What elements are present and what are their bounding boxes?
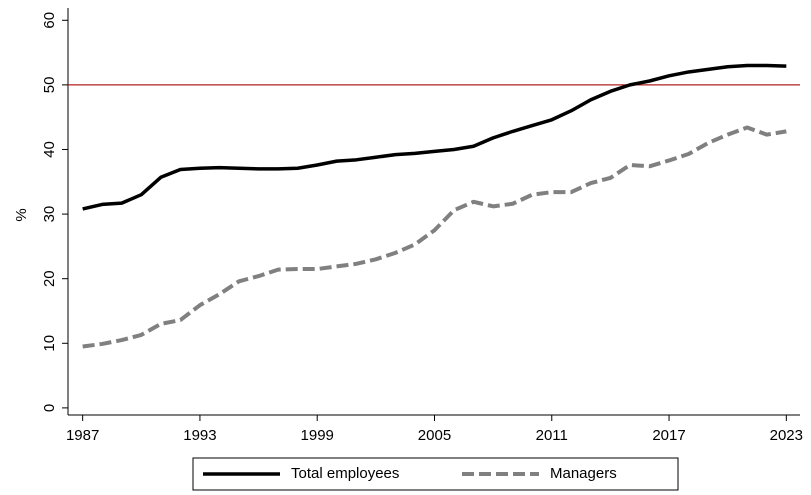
y-tick-label: 60 (41, 12, 58, 29)
y-axis-label: % (13, 208, 30, 221)
legend-label: Total employees (291, 465, 399, 482)
x-tick-label: 2005 (418, 427, 451, 444)
y-tick-label: 0 (41, 404, 58, 412)
x-tick-label: 2023 (770, 427, 803, 444)
x-tick-label: 1999 (301, 427, 334, 444)
x-tick-label: 1993 (183, 427, 216, 444)
x-tick-label: 1987 (66, 427, 99, 444)
line-series (82, 63, 787, 211)
y-tick-label: 50 (41, 77, 58, 94)
y-tick-label: 30 (41, 206, 58, 223)
legend-label: Managers (550, 465, 617, 482)
y-tick-label: 10 (41, 335, 58, 352)
y-tick-label: 40 (41, 141, 58, 158)
y-tick-label: 20 (41, 270, 58, 287)
x-tick-label: 2011 (536, 427, 568, 444)
line-series (82, 125, 787, 349)
x-tick-label: 2017 (652, 427, 685, 444)
